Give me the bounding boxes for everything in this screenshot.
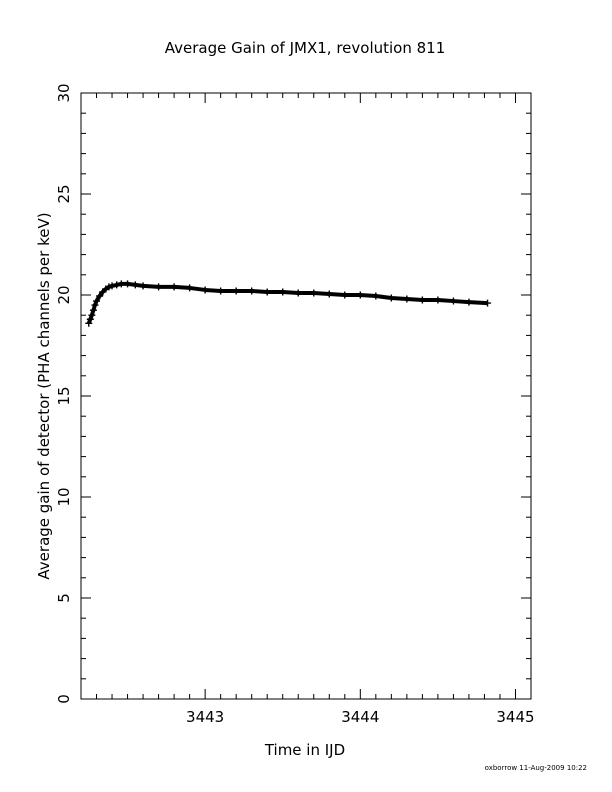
tick-marks <box>80 92 532 700</box>
y-tick-label: 20 <box>55 285 73 304</box>
x-tick-labels: 3443 3444 3445 <box>186 708 535 726</box>
x-tick-label: 3444 <box>341 708 379 726</box>
x-tick-label: 3445 <box>496 708 534 726</box>
plot-border <box>80 92 532 700</box>
x-axis-label: Time in IJD <box>264 741 345 759</box>
chart-title: Average Gain of JMX1, revolution 811 <box>165 39 446 57</box>
y-tick-label: 10 <box>55 487 73 506</box>
x-tick-label: 3443 <box>186 708 224 726</box>
plot-area <box>80 92 532 700</box>
data-points <box>85 280 492 327</box>
y-tick-label: 5 <box>55 593 73 603</box>
y-tick-label: 30 <box>55 83 73 102</box>
y-tick-labels: 0 5 10 15 20 25 30 <box>55 83 73 703</box>
y-tick-label: 15 <box>55 386 73 405</box>
footer-credit: oxborrow 11-Aug-2009 10:22 <box>485 764 587 772</box>
y-axis-label: Average gain of detector (PHA channels p… <box>35 212 53 579</box>
data-series-line <box>86 281 488 324</box>
y-tick-label: 0 <box>55 694 73 704</box>
y-tick-label: 25 <box>55 184 73 203</box>
